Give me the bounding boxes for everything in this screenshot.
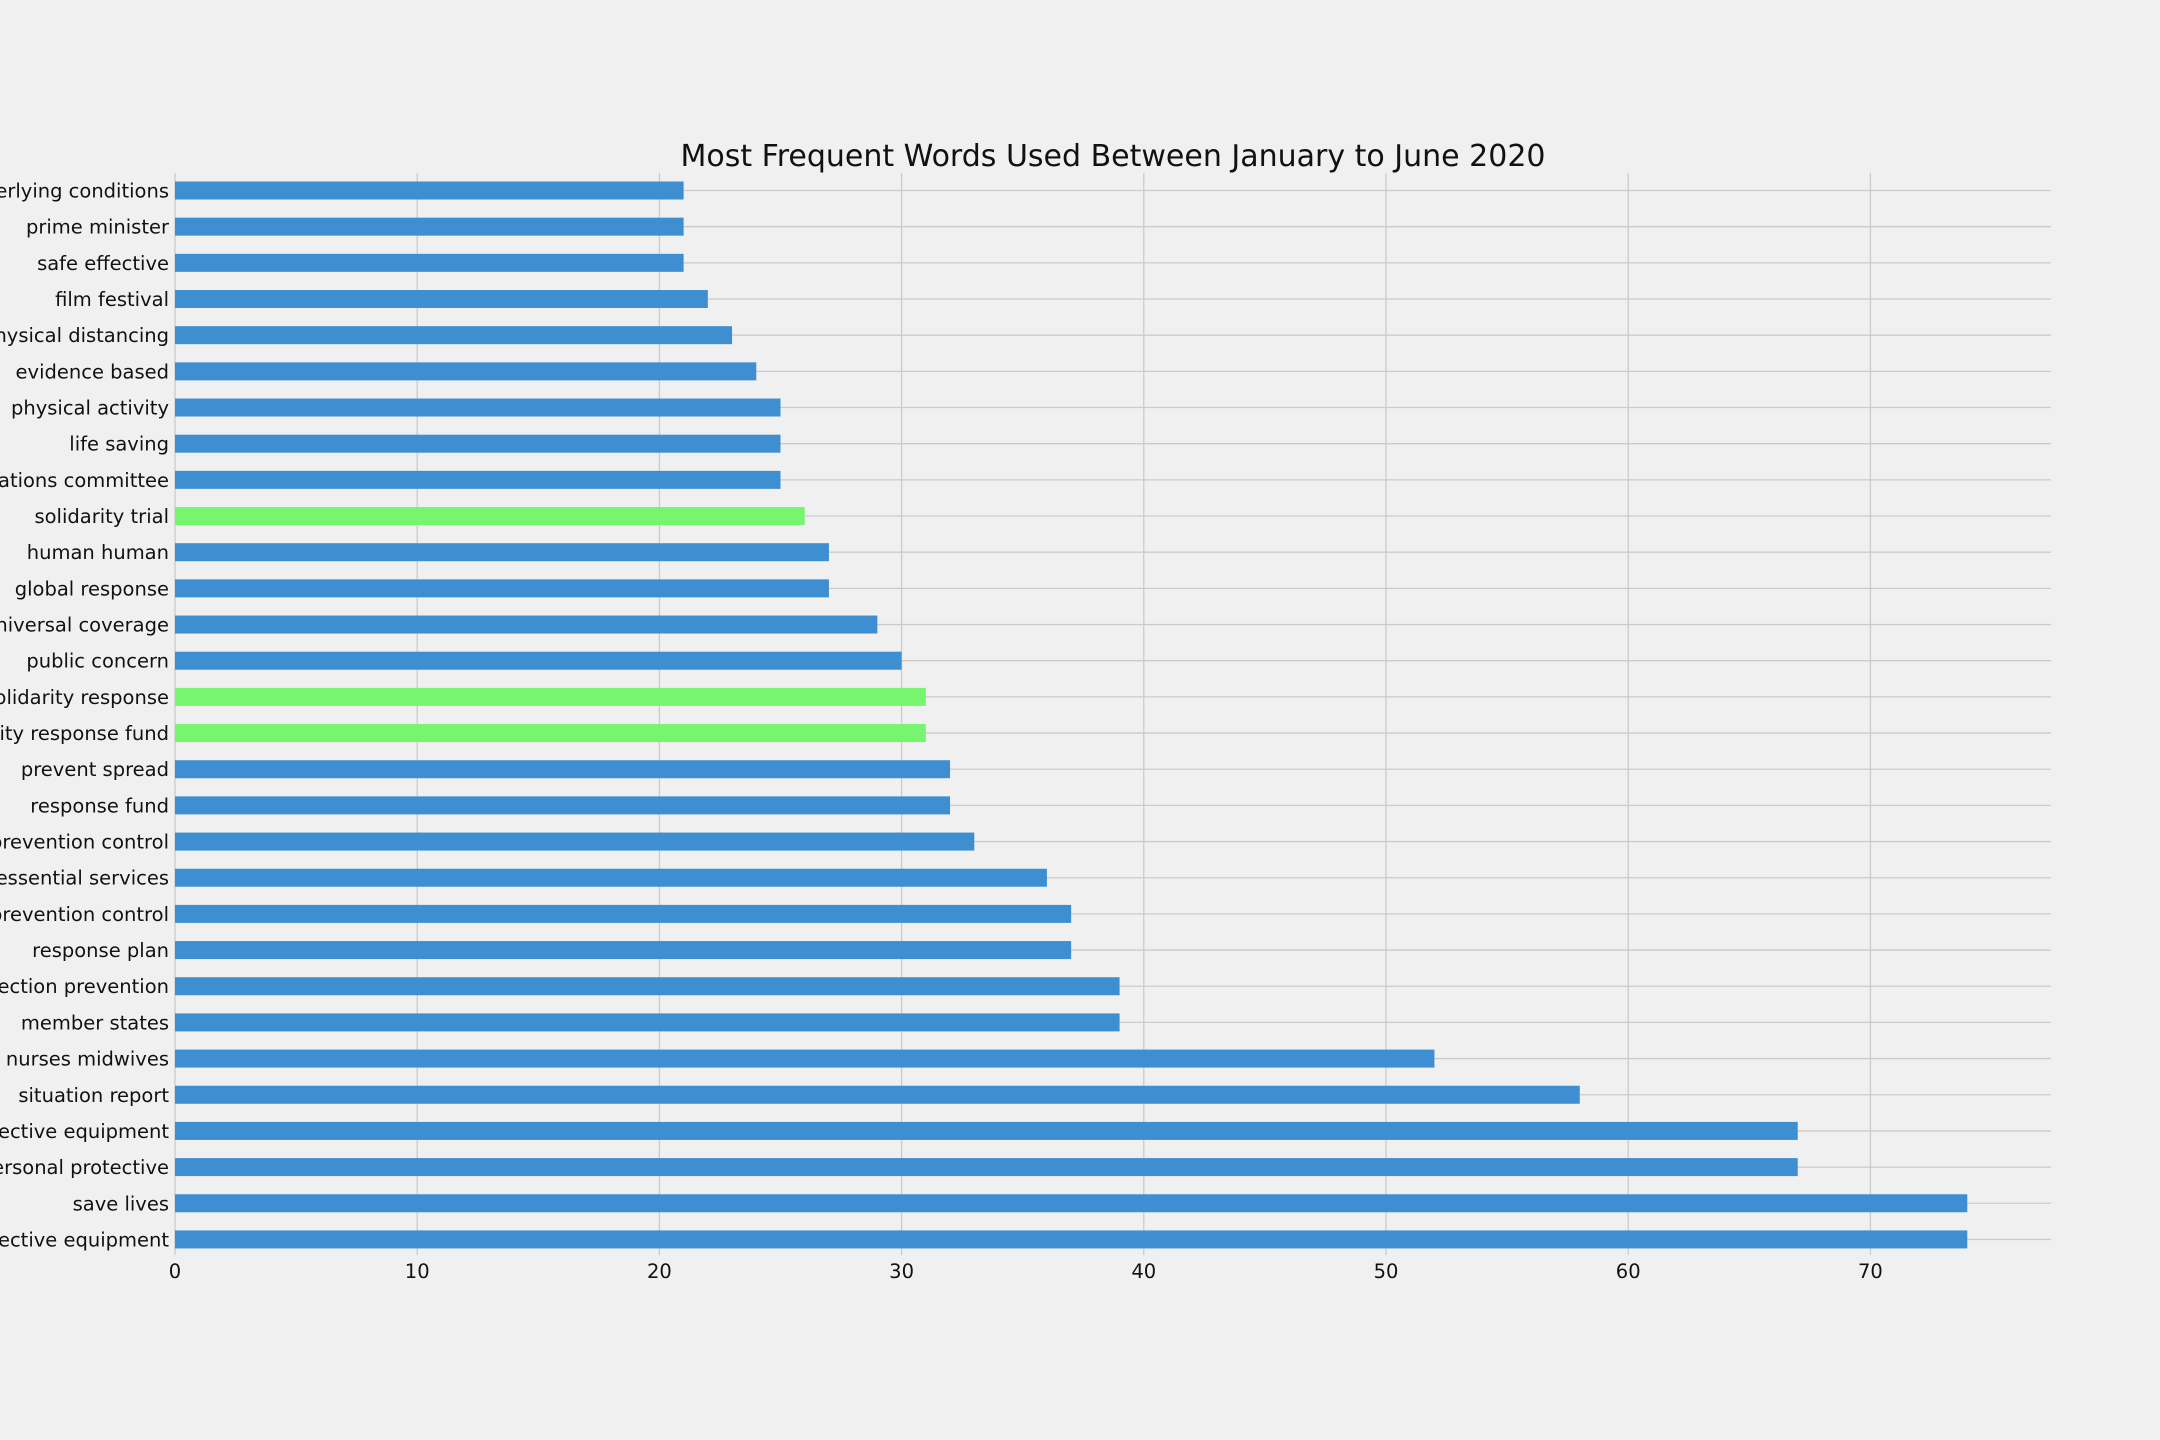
category-label: essential services — [0, 867, 169, 890]
bar — [175, 1230, 1968, 1249]
x-tick-label: 70 — [1858, 1260, 1883, 1283]
bar — [175, 651, 902, 670]
category-label: safe effective — [37, 252, 169, 275]
bar — [175, 434, 781, 453]
category-label: solidarity trial — [34, 505, 169, 528]
x-tick-label: 40 — [1131, 1260, 1156, 1283]
category-label: nurses midwives — [6, 1048, 169, 1071]
bar — [175, 543, 829, 562]
chart-title: Most Frequent Words Used Between January… — [680, 139, 1545, 174]
category-label: film festival — [55, 288, 169, 311]
category-labels: personal protective equipment save lives p… — [0, 180, 170, 1252]
bar — [175, 507, 805, 526]
bar — [175, 326, 733, 345]
bar — [175, 181, 684, 200]
bar — [175, 1049, 1435, 1068]
bar — [175, 977, 1120, 996]
bars — [175, 181, 1968, 1249]
category-label: personal protective equipment — [0, 1228, 169, 1251]
bar — [175, 724, 926, 743]
bar — [175, 868, 1047, 887]
category-label: prevention control — [0, 831, 169, 854]
category-label: solidarity response — [0, 686, 169, 709]
bar — [175, 796, 951, 815]
x-tick-label: 20 — [647, 1260, 672, 1283]
x-tick-label: 0 — [169, 1260, 181, 1283]
bar — [175, 760, 951, 779]
x-tick-labels: 0 10 20 30 40 50 60 70 — [169, 1260, 1883, 1283]
category-label: response plan — [32, 939, 169, 962]
category-label: evidence based — [16, 360, 169, 383]
bar — [175, 941, 1072, 960]
x-tick-label: 30 — [889, 1260, 914, 1283]
category-label: protective equipment — [0, 1120, 169, 1143]
category-label: member states — [21, 1011, 169, 1034]
category-label: global response — [15, 577, 169, 600]
category-label: regulations committee — [0, 469, 169, 492]
category-label: life saving — [69, 433, 169, 456]
category-label: human human — [27, 541, 169, 564]
x-tick-label: 50 — [1374, 1260, 1399, 1283]
category-label: personal protective — [0, 1156, 169, 1179]
bar — [175, 904, 1072, 923]
bar — [175, 1013, 1120, 1032]
category-label: universal coverage — [0, 614, 169, 637]
bar — [175, 470, 781, 489]
category-label: infection prevention control — [0, 903, 169, 926]
bar — [175, 1121, 1798, 1140]
bar — [175, 217, 684, 236]
bar — [175, 362, 757, 381]
bar — [175, 1085, 1580, 1104]
bar — [175, 1158, 1798, 1177]
category-label: prime minister — [26, 216, 170, 239]
category-label: response fund — [30, 794, 169, 817]
x-tick-label: 60 — [1616, 1260, 1641, 1283]
bar — [175, 579, 829, 598]
category-label: prevent spread — [21, 758, 169, 781]
category-label: physical activity — [11, 397, 169, 420]
bar — [175, 253, 684, 272]
category-label: public concern — [26, 650, 169, 673]
bar — [175, 1194, 1968, 1213]
bar — [175, 687, 926, 706]
category-label: situation report — [18, 1084, 169, 1107]
category-label: save lives — [73, 1192, 169, 1215]
category-label: solidarity response fund — [0, 722, 169, 745]
category-label: physical distancing — [0, 324, 169, 347]
bar — [175, 615, 878, 634]
x-tick-label: 10 — [405, 1260, 430, 1283]
bar — [175, 832, 975, 851]
category-label: infection prevention — [0, 975, 169, 998]
category-label: underlying conditions — [0, 180, 169, 203]
bar — [175, 398, 781, 417]
bar — [175, 290, 708, 309]
